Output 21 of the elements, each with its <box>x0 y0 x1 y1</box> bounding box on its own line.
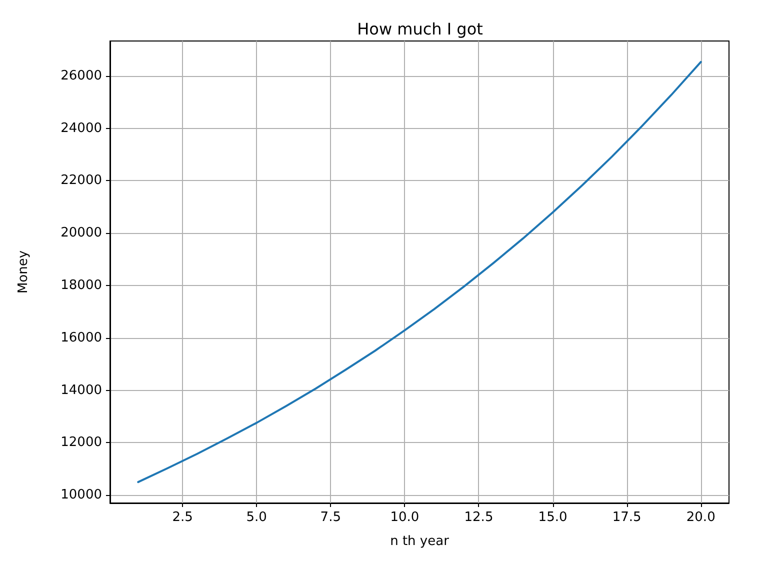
x-tick-label: 20.0 <box>686 510 716 525</box>
x-tick-label: 17.5 <box>612 510 642 525</box>
y-tick-label: 20000 <box>60 226 102 241</box>
y-tick-label: 26000 <box>60 68 102 84</box>
y-tick-label: 14000 <box>60 382 102 398</box>
chart-title: How much I got <box>357 20 483 38</box>
y-tick-label: 18000 <box>60 278 102 293</box>
x-tick-label: 10.0 <box>390 510 420 525</box>
x-tick-label: 12.5 <box>464 510 494 525</box>
y-tick-label: 12000 <box>60 435 102 450</box>
x-tick-label: 2.5 <box>172 510 193 525</box>
x-tick-label: 5.0 <box>246 510 267 525</box>
x-tick-label: 15.0 <box>538 510 568 525</box>
y-tick-label: 22000 <box>60 173 102 188</box>
x-tick-label: 7.5 <box>320 510 341 525</box>
y-tick-label: 24000 <box>60 120 102 136</box>
y-tick-label: 16000 <box>60 330 102 346</box>
y-axis-title: Money <box>16 250 31 294</box>
y-tick-label: 10000 <box>60 488 102 503</box>
line-series <box>137 60 702 484</box>
x-axis-title: n th year <box>390 534 450 549</box>
